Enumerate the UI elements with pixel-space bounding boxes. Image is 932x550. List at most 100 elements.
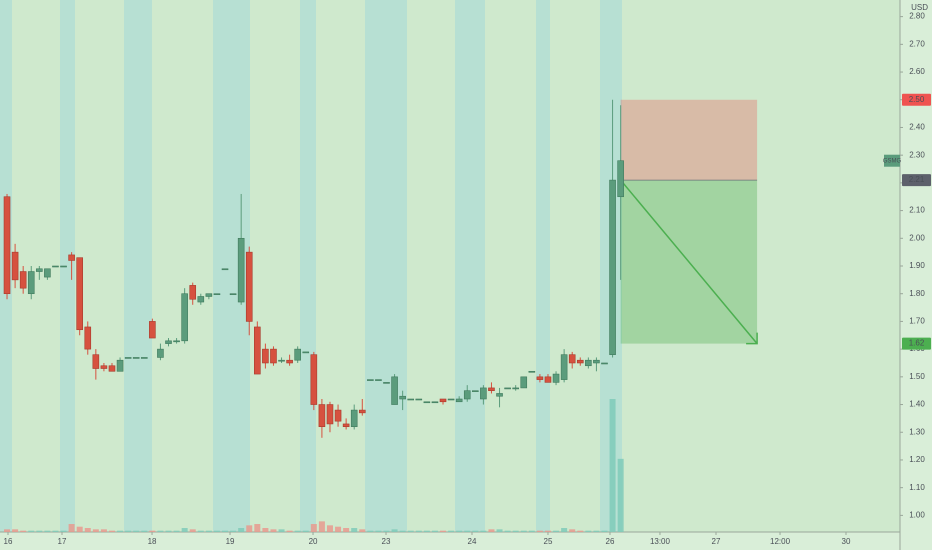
candle-body — [480, 387, 487, 400]
volume-bar — [20, 530, 27, 532]
volume-bar — [44, 530, 51, 532]
volume-bar — [4, 529, 11, 532]
volume-bar — [472, 530, 479, 532]
x-tick-label: 25 — [544, 537, 553, 546]
candle-body — [213, 293, 221, 296]
volume-bar — [165, 530, 172, 532]
candle-body — [197, 296, 205, 303]
volume-bar — [286, 530, 293, 532]
y-tick-label: 1.10 — [909, 483, 925, 492]
volume-bar — [577, 530, 584, 532]
candle-body — [576, 359, 584, 364]
candle-body — [19, 271, 27, 289]
candle-body — [383, 382, 390, 384]
candle-body — [245, 251, 253, 322]
candle-body — [447, 398, 455, 401]
volume-bar — [464, 530, 471, 532]
volume-bar — [553, 530, 560, 532]
volume-bar — [326, 525, 333, 532]
candle-body — [270, 348, 277, 364]
candle-body — [76, 257, 83, 331]
candle-body — [140, 357, 148, 359]
volume-bar — [157, 530, 164, 532]
volume-bar — [117, 530, 124, 532]
x-tick-label: 17 — [58, 537, 67, 546]
session-band — [300, 0, 316, 532]
volume-bar — [230, 530, 237, 532]
volume-bar — [60, 530, 67, 532]
candle-body — [27, 271, 35, 295]
candle-body — [617, 160, 624, 198]
trend-arrow — [620, 179, 758, 345]
volume-bar — [238, 528, 245, 532]
candle-body — [423, 401, 431, 404]
candle-body — [488, 387, 495, 391]
arrow-head — [746, 332, 758, 345]
volume-bar — [181, 528, 188, 532]
volume-bar — [76, 526, 83, 532]
volume-bar — [609, 399, 616, 532]
x-tick-label: 16 — [4, 537, 13, 546]
volume-bar — [213, 530, 220, 532]
x-tick-label: 12:00 — [770, 537, 791, 546]
candle-body — [350, 409, 358, 428]
candle-body — [496, 393, 503, 397]
candle-body — [318, 404, 326, 428]
y-tick-label: 2.30 — [909, 150, 925, 159]
candle-body — [124, 357, 132, 359]
candle-body — [3, 196, 11, 295]
volume-bar — [617, 458, 624, 532]
candle-body — [221, 268, 229, 271]
volume-bar — [431, 530, 438, 532]
volume-bar — [423, 530, 430, 532]
y-tick-label: 2.80 — [909, 12, 925, 21]
volume-bar — [569, 529, 576, 532]
volume-bar — [351, 528, 358, 532]
candle-body — [439, 398, 447, 403]
candle-body — [399, 395, 406, 400]
volume-bar — [52, 530, 59, 532]
candle-body — [334, 409, 342, 422]
candle-body — [294, 348, 301, 361]
candle-body — [601, 362, 608, 365]
candle-body — [84, 326, 92, 350]
volume-bar — [415, 530, 422, 532]
candle-body — [278, 359, 285, 362]
volume-bar — [100, 529, 107, 532]
volume-bar — [585, 530, 592, 532]
candle-body — [149, 321, 156, 339]
volume-bar — [318, 521, 325, 532]
candle-body — [11, 251, 19, 281]
volume-bar — [246, 525, 253, 532]
x-tick-label: 27 — [712, 537, 721, 546]
symbol-label: GSMG — [883, 158, 902, 164]
candle-body — [173, 340, 180, 343]
price-tag — [902, 337, 931, 350]
candle-body — [609, 179, 616, 355]
volume-bar — [36, 530, 43, 532]
volume-bar — [512, 530, 519, 532]
candle-body — [165, 340, 172, 344]
volume-bar — [520, 530, 527, 532]
candle-body — [92, 354, 100, 369]
candle-body — [472, 390, 479, 392]
candle-body — [310, 354, 318, 405]
y-tick-label: 1.40 — [909, 400, 925, 409]
volume-bars — [4, 399, 624, 532]
volume-bar — [189, 529, 196, 532]
volume-bar — [302, 530, 309, 532]
candle-body — [367, 379, 374, 381]
stop-zone — [620, 99, 758, 181]
y-tick-label: 1.00 — [909, 510, 925, 519]
volume-bar — [92, 529, 99, 532]
volume-bar — [84, 528, 91, 532]
volume-bar — [561, 528, 568, 532]
volume-bar — [593, 530, 600, 532]
volume-bar — [294, 530, 301, 532]
candle-body — [560, 354, 568, 380]
volume-bar — [335, 526, 342, 532]
volume-bar — [456, 530, 463, 532]
candle-body — [568, 354, 576, 364]
volume-bar — [448, 530, 455, 532]
candle-body — [504, 387, 511, 390]
